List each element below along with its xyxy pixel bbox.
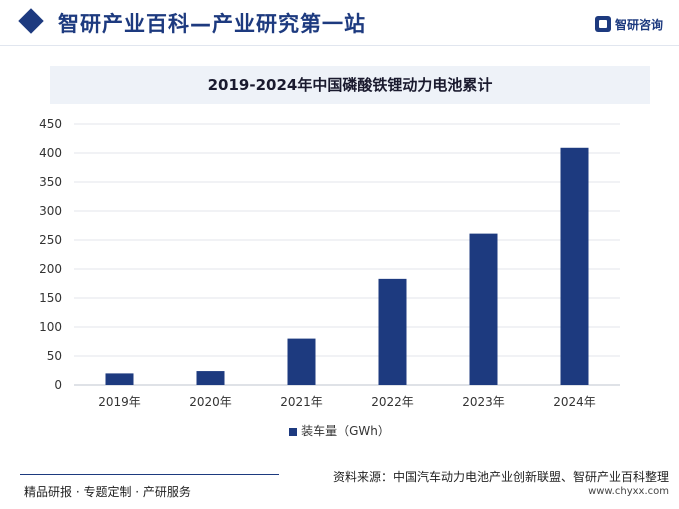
footer-url[interactable]: www.chyxx.com — [588, 486, 669, 497]
site-title: 智研产业百科—产业研究第一站 — [58, 12, 366, 36]
chart-area: 0 50 100 150 200 250 300 350 400 450 2019年 2020年 202… — [0, 110, 679, 440]
x-tick-label: 2023年 — [462, 395, 505, 409]
logo-icon — [594, 16, 611, 32]
footer-divider — [20, 474, 279, 475]
bar — [196, 371, 225, 385]
logo-text: 智研咨询 — [614, 17, 663, 32]
x-tick-label: 2019年 — [98, 395, 141, 409]
x-tick-label: 2022年 — [371, 395, 414, 409]
chart-title: 2019-2024年中国磷酸铁锂动力电池累计 — [207, 76, 493, 94]
legend-label: 装车量（GWh） — [301, 424, 390, 438]
y-tick-label: 0 — [54, 378, 62, 392]
footer-source: 资料来源：中国汽车动力电池产业创新联盟、智研产业百科整理 — [332, 470, 669, 484]
chart-legend: 装车量（GWh） — [0, 422, 679, 439]
y-tick-label: 100 — [39, 320, 62, 334]
footer-tagline: 精品研报 · 专题定制 · 产研服务 — [24, 485, 191, 499]
x-tick-label: 2021年 — [280, 395, 323, 409]
y-tick-label: 200 — [39, 262, 62, 276]
brand-logo[interactable]: 智研咨询 — [594, 14, 663, 34]
bar — [378, 278, 407, 385]
chart-title-band: 2019-2024年中国磷酸铁锂动力电池累计 — [50, 66, 650, 104]
bar — [287, 338, 316, 385]
y-tick-label: 450 — [39, 117, 62, 131]
y-tick-label: 400 — [39, 146, 62, 160]
page-header: 智研产业百科—产业研究第一站 智研咨询 — [0, 0, 679, 46]
y-tick-label: 300 — [39, 204, 62, 218]
bar — [469, 233, 498, 385]
x-tick-label: 2024年 — [553, 395, 596, 409]
y-tick-label: 50 — [47, 349, 62, 363]
y-tick-label: 350 — [39, 175, 62, 189]
bar — [105, 373, 134, 385]
diamond-icon — [18, 8, 44, 34]
header-divider — [0, 45, 679, 46]
bar-chart: 0 50 100 150 200 250 300 350 400 450 2019年 2020年 202… — [39, 117, 620, 409]
bar — [560, 147, 589, 385]
y-tick-label: 150 — [39, 291, 62, 305]
y-tick-label: 250 — [39, 233, 62, 247]
legend-swatch — [289, 427, 298, 436]
x-tick-label: 2020年 — [189, 395, 232, 409]
